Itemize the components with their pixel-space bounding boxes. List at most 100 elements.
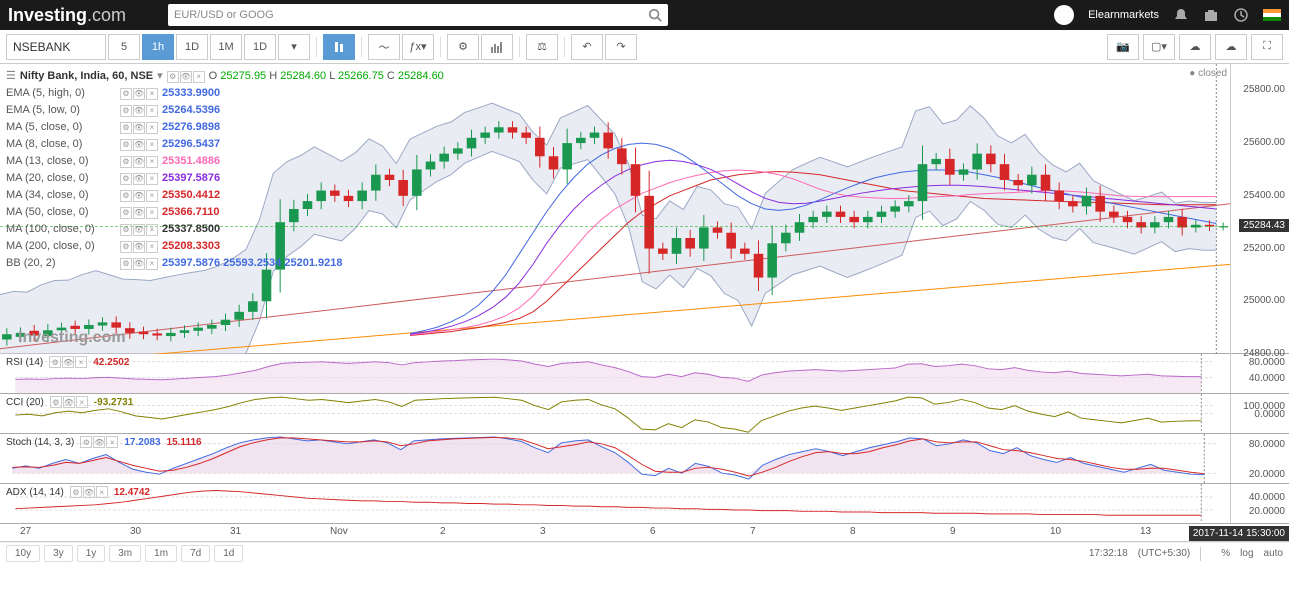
range-1m[interactable]: 1m bbox=[145, 545, 177, 562]
indicator-name: BB (20, 2) bbox=[6, 255, 116, 272]
time-tick: 27 bbox=[20, 526, 31, 537]
rsi-legend: RSI (14) ⚙👁× 42.2502 bbox=[6, 356, 129, 368]
chart-toolbar: NSEBANK 51h1D1M1D ▾ 〜 ƒx▾ ⚙ ⚖ ↶ ↷ 📷 ▢▾ ☁… bbox=[0, 30, 1289, 64]
time-tick: 3 bbox=[540, 526, 546, 537]
indicator-name: MA (34, close, 0) bbox=[6, 187, 116, 204]
timeframe-1h[interactable]: 1h bbox=[142, 34, 174, 60]
timezone[interactable]: (UTC+5:30) bbox=[1138, 548, 1191, 559]
compare-button[interactable] bbox=[481, 34, 513, 60]
fullscreen-button[interactable]: ⛶ bbox=[1251, 34, 1283, 60]
scale-auto[interactable]: auto bbox=[1264, 548, 1283, 559]
logo[interactable]: Investing.com bbox=[8, 5, 126, 26]
scale-%[interactable]: % bbox=[1221, 548, 1230, 559]
rsi-panel[interactable]: 40.000080.0000 RSI (14) ⚙👁× 42.2502 bbox=[0, 354, 1289, 394]
stoch-panel[interactable]: 20.000080.0000 Stoch (14, 3, 3) ⚙👁× 17.2… bbox=[0, 434, 1289, 484]
indicator-value: 25337.8500 bbox=[162, 221, 220, 238]
tf-dropdown[interactable]: ▾ bbox=[278, 34, 310, 60]
cci-svg bbox=[0, 394, 1230, 433]
time-tick: 7 bbox=[750, 526, 756, 537]
top-bar: Investing.com EUR/USD or GOOG Elearnmark… bbox=[0, 0, 1289, 30]
indicator-name: MA (200, close, 0) bbox=[6, 238, 116, 255]
indicator-name: EMA (5, high, 0) bbox=[6, 85, 116, 102]
timeframe-1M[interactable]: 1M bbox=[210, 34, 242, 60]
clock-time: 17:32:18 bbox=[1089, 548, 1128, 559]
layout-button[interactable]: ▢▾ bbox=[1143, 34, 1175, 60]
cci-legend: CCI (20) ⚙👁× -93.2731 bbox=[6, 396, 133, 408]
avatar[interactable] bbox=[1054, 5, 1074, 25]
indicator-name: MA (20, close, 0) bbox=[6, 170, 116, 187]
balance-button[interactable]: ⚖ bbox=[526, 34, 558, 60]
flag-icon[interactable] bbox=[1263, 9, 1281, 21]
indicator-value: 25351.4886 bbox=[162, 153, 220, 170]
timeframe-5[interactable]: 5 bbox=[108, 34, 140, 60]
indicator-value: 25276.9898 bbox=[162, 119, 220, 136]
range-1d[interactable]: 1d bbox=[214, 545, 243, 562]
indicators-button[interactable]: ƒx▾ bbox=[402, 34, 434, 60]
adx-yaxis: 20.000040.0000 bbox=[1230, 484, 1289, 523]
indicator-value: 25296.5437 bbox=[162, 136, 220, 153]
search-input[interactable]: EUR/USD or GOOG bbox=[168, 4, 668, 26]
bottom-bar: 10y3y1y3m1m7d1d 17:32:18 (UTC+5:30) % log… bbox=[0, 542, 1289, 564]
bell-icon[interactable] bbox=[1173, 7, 1189, 23]
y-axis[interactable]: 24800.0025000.0025200.0025400.0025600.00… bbox=[1230, 64, 1289, 354]
indicator-name: MA (5, close, 0) bbox=[6, 119, 116, 136]
range-10y[interactable]: 10y bbox=[6, 545, 40, 562]
drawing-line-button[interactable]: 〜 bbox=[368, 34, 400, 60]
indicator-name: EMA (5, low, 0) bbox=[6, 102, 116, 119]
indicator-value: 25333.9900 bbox=[162, 85, 220, 102]
market-status: ● closed bbox=[1189, 68, 1227, 79]
cci-yaxis: 0.0000100.0000 bbox=[1230, 394, 1289, 433]
indicator-name: MA (50, close, 0) bbox=[6, 204, 116, 221]
main-chart[interactable]: 24800.0025000.0025200.0025400.0025600.00… bbox=[0, 64, 1289, 354]
ohlc-values: O 25275.95 H 25284.60 L 25266.75 C 25284… bbox=[209, 68, 444, 85]
scale-log[interactable]: log bbox=[1240, 548, 1253, 559]
timeframe-1D[interactable]: 1D bbox=[176, 34, 208, 60]
chart-title: Nifty Bank, India, 60, NSE bbox=[20, 68, 153, 85]
rsi-yaxis: 40.000080.0000 bbox=[1230, 354, 1289, 393]
username[interactable]: Elearnmarkets bbox=[1088, 9, 1159, 21]
time-tick: 2 bbox=[440, 526, 446, 537]
adx-legend: ADX (14, 14) ⚙👁× 12.4742 bbox=[6, 486, 150, 498]
indicator-value: 25397.5876 25593.2534 25201.9218 bbox=[162, 255, 342, 272]
chart-legend: ☰ Nifty Bank, India, 60, NSE ▾ ⚙👁× O 252… bbox=[6, 68, 444, 272]
cci-panel[interactable]: 0.0000100.0000 CCI (20) ⚙👁× -93.2731 bbox=[0, 394, 1289, 434]
search-placeholder: EUR/USD or GOOG bbox=[174, 9, 274, 21]
clock-icon[interactable] bbox=[1233, 7, 1249, 23]
indicator-value: 25366.7110 bbox=[162, 204, 220, 221]
adx-panel[interactable]: 20.000040.0000 ADX (14, 14) ⚙👁× 12.4742 bbox=[0, 484, 1289, 524]
search-icon bbox=[648, 8, 662, 22]
adx-svg bbox=[0, 484, 1230, 523]
briefcase-icon[interactable] bbox=[1203, 7, 1219, 23]
indicator-name: MA (13, close, 0) bbox=[6, 153, 116, 170]
indicator-name: MA (100, close, 0) bbox=[6, 221, 116, 238]
camera-button[interactable]: 📷 bbox=[1107, 34, 1139, 60]
range-3y[interactable]: 3y bbox=[44, 545, 73, 562]
symbol-input[interactable]: NSEBANK bbox=[6, 34, 106, 60]
time-tick: 31 bbox=[230, 526, 241, 537]
undo-button[interactable]: ↶ bbox=[571, 34, 603, 60]
stoch-legend: Stoch (14, 3, 3) ⚙👁× 17.2083 15.1116 bbox=[6, 436, 202, 448]
rsi-svg bbox=[0, 354, 1230, 393]
watermark: Investing.com bbox=[18, 329, 126, 347]
time-tick: 30 bbox=[130, 526, 141, 537]
indicator-value: 25264.5396 bbox=[162, 102, 220, 119]
hamburger-icon[interactable]: ☰ bbox=[6, 68, 16, 85]
cloud-down-button[interactable]: ☁ bbox=[1179, 34, 1211, 60]
time-tick: Nov bbox=[330, 526, 348, 537]
range-1y[interactable]: 1y bbox=[77, 545, 106, 562]
time-tick: 9 bbox=[950, 526, 956, 537]
indicator-name: MA (8, close, 0) bbox=[6, 136, 116, 153]
indicator-value: 25397.5876 bbox=[162, 170, 220, 187]
redo-button[interactable]: ↷ bbox=[605, 34, 637, 60]
settings-button[interactable]: ⚙ bbox=[447, 34, 479, 60]
time-axis[interactable]: 273031Nov2367891013142017-11-14 15:30:00 bbox=[0, 524, 1289, 542]
range-7d[interactable]: 7d bbox=[181, 545, 210, 562]
indicator-value: 25350.4412 bbox=[162, 187, 220, 204]
cloud-up-button[interactable]: ☁ bbox=[1215, 34, 1247, 60]
candle-style-button[interactable] bbox=[323, 34, 355, 60]
timeframe-1D[interactable]: 1D bbox=[244, 34, 276, 60]
stoch-yaxis: 20.000080.0000 bbox=[1230, 434, 1289, 483]
indicator-value: 25208.3303 bbox=[162, 238, 220, 255]
time-tick: 10 bbox=[1050, 526, 1061, 537]
range-3m[interactable]: 3m bbox=[109, 545, 141, 562]
